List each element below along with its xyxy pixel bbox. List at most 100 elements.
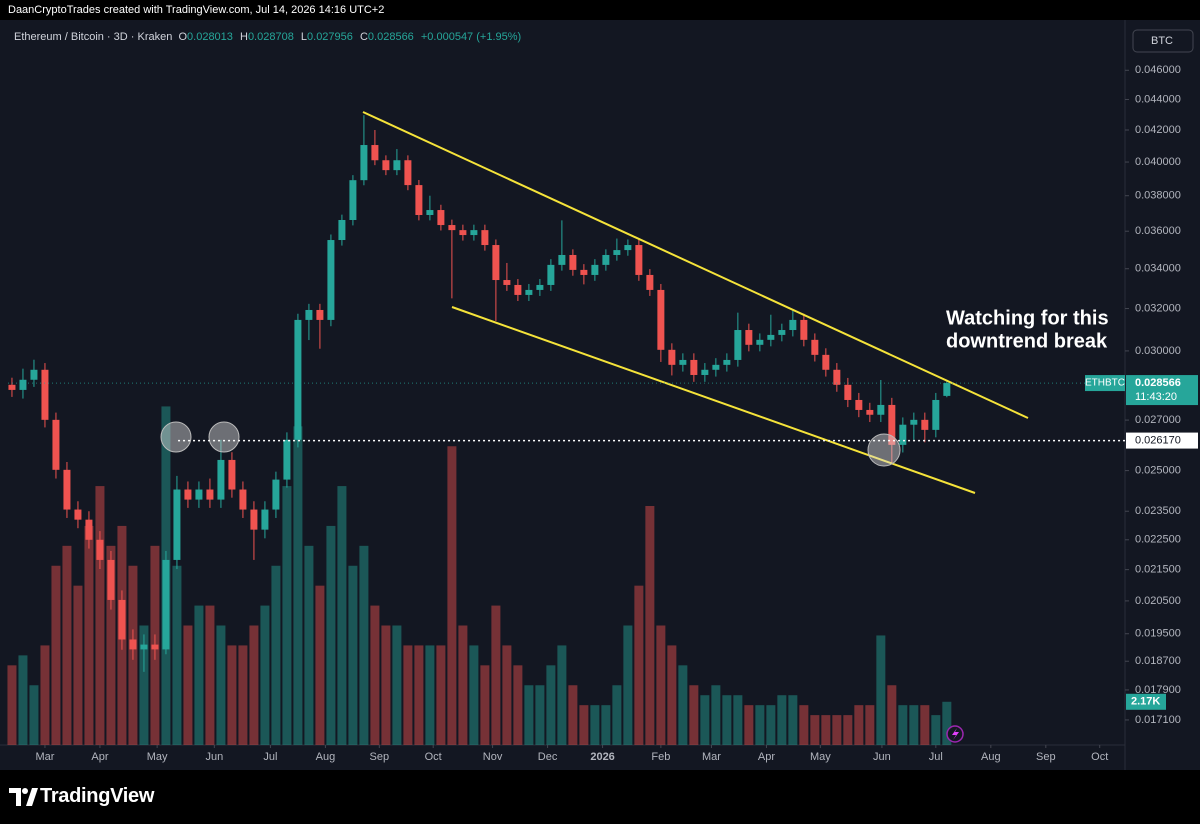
volume-bar <box>612 685 622 745</box>
candle-body <box>525 289 533 295</box>
volume-bar <box>84 525 94 745</box>
candle-body <box>877 404 885 415</box>
x-tick-label: Aug <box>316 751 336 763</box>
volume-bar <box>887 685 897 745</box>
volume-bar <box>722 695 732 745</box>
volume-bar <box>62 545 72 745</box>
candle-body <box>899 424 907 445</box>
volume-bar <box>183 625 193 745</box>
candle-body <box>415 185 423 216</box>
x-tick-label: Jun <box>205 751 223 763</box>
candle-body <box>382 160 390 171</box>
level-label-box <box>1126 432 1198 449</box>
ohlc-key: C <box>359 31 368 43</box>
volume-bar <box>843 715 853 745</box>
candle-body <box>690 359 698 375</box>
y-tick-label: 0.036000 <box>1135 225 1181 237</box>
candle-body <box>701 369 709 375</box>
volume-bar <box>634 585 644 745</box>
highlight-circle <box>208 421 240 453</box>
volume-label: 2.17K <box>1131 696 1160 708</box>
volume-bar <box>40 645 50 745</box>
last-price-box <box>1126 375 1198 406</box>
candle-body <box>921 419 929 430</box>
candle-body <box>756 339 764 345</box>
x-tick-label: Mar <box>35 751 54 763</box>
x-tick-label: Jun <box>873 751 891 763</box>
currency-label[interactable]: BTC <box>1151 35 1173 47</box>
plot-layer <box>8 115 951 672</box>
upper-trendline <box>362 111 1029 419</box>
volume-bar <box>260 605 270 745</box>
volume-bar <box>194 605 204 745</box>
candle-body <box>151 644 159 650</box>
volume-bar <box>711 685 721 745</box>
currency-button[interactable] <box>1132 29 1194 53</box>
volume-bar <box>623 625 633 745</box>
candle-body <box>745 330 753 345</box>
volume-bar <box>172 565 182 745</box>
candle-body <box>338 220 346 241</box>
candle-body <box>52 419 60 470</box>
header: DaanCryptoTrades created with TradingVie… <box>0 0 1200 20</box>
countdown-label: 11:43:20 <box>1135 391 1177 403</box>
volume-bar <box>678 665 688 745</box>
volume-bar <box>304 545 314 745</box>
highlight-circle <box>160 421 192 453</box>
candle-body <box>360 145 368 181</box>
level-label: 0.026170 <box>1135 434 1181 446</box>
brand-name: TradingView <box>40 785 155 807</box>
candle-body <box>217 459 225 500</box>
volume-bar <box>18 655 28 745</box>
candle-body <box>888 404 896 445</box>
volume-bar <box>601 705 611 745</box>
volume-bar <box>414 645 424 745</box>
candle-body <box>327 240 335 320</box>
symbol-box <box>1085 375 1125 392</box>
y-tick-label: 0.034000 <box>1135 263 1181 275</box>
ohlc-key: H <box>239 31 248 43</box>
y-tick-label: 0.017900 <box>1135 684 1181 696</box>
volume-layer <box>7 406 952 745</box>
volume-bar <box>51 565 61 745</box>
volume-bar <box>491 605 501 745</box>
candle-body <box>129 639 137 650</box>
volume-bar <box>590 705 600 745</box>
candle-body <box>943 383 951 396</box>
candle-body <box>63 469 71 510</box>
x-tick-label: Apr <box>91 751 108 763</box>
volume-bar <box>315 585 325 745</box>
x-tick-label: Jul <box>929 751 943 763</box>
candle-body <box>866 409 874 415</box>
candle-body <box>910 419 918 425</box>
candle-body <box>591 264 599 275</box>
volume-bar <box>392 625 402 745</box>
candle-body <box>305 309 313 320</box>
annotation: downtrend break <box>946 330 1108 352</box>
volume-bar <box>568 685 578 745</box>
volume-bar <box>425 645 435 745</box>
x-tick-label: Feb <box>651 751 670 763</box>
y-tick-label: 0.021500 <box>1135 564 1181 576</box>
ohlc-value: 0.028708 <box>247 31 294 43</box>
y-tick-label: 0.023500 <box>1135 505 1181 517</box>
volume-bar <box>744 705 754 745</box>
volume-bar <box>238 645 248 745</box>
candle-body <box>569 254 577 270</box>
y-tick-label: 0.044000 <box>1135 93 1181 105</box>
candle-body <box>448 225 456 231</box>
candle-body <box>679 359 687 365</box>
y-tick-label: 0.022500 <box>1135 534 1181 546</box>
volume-bar <box>381 625 391 745</box>
volume-bar <box>370 605 380 745</box>
volume-bar <box>447 446 457 745</box>
candle-body <box>855 399 863 410</box>
candle-body <box>789 319 797 331</box>
y-tick-label: 0.038000 <box>1135 190 1181 202</box>
volume-bar <box>106 545 116 745</box>
volume-bar <box>755 705 765 745</box>
volume-bar <box>788 695 798 745</box>
y-tick-label: 0.032000 <box>1135 302 1181 314</box>
ohlc-value: 0.028566 <box>367 31 414 43</box>
